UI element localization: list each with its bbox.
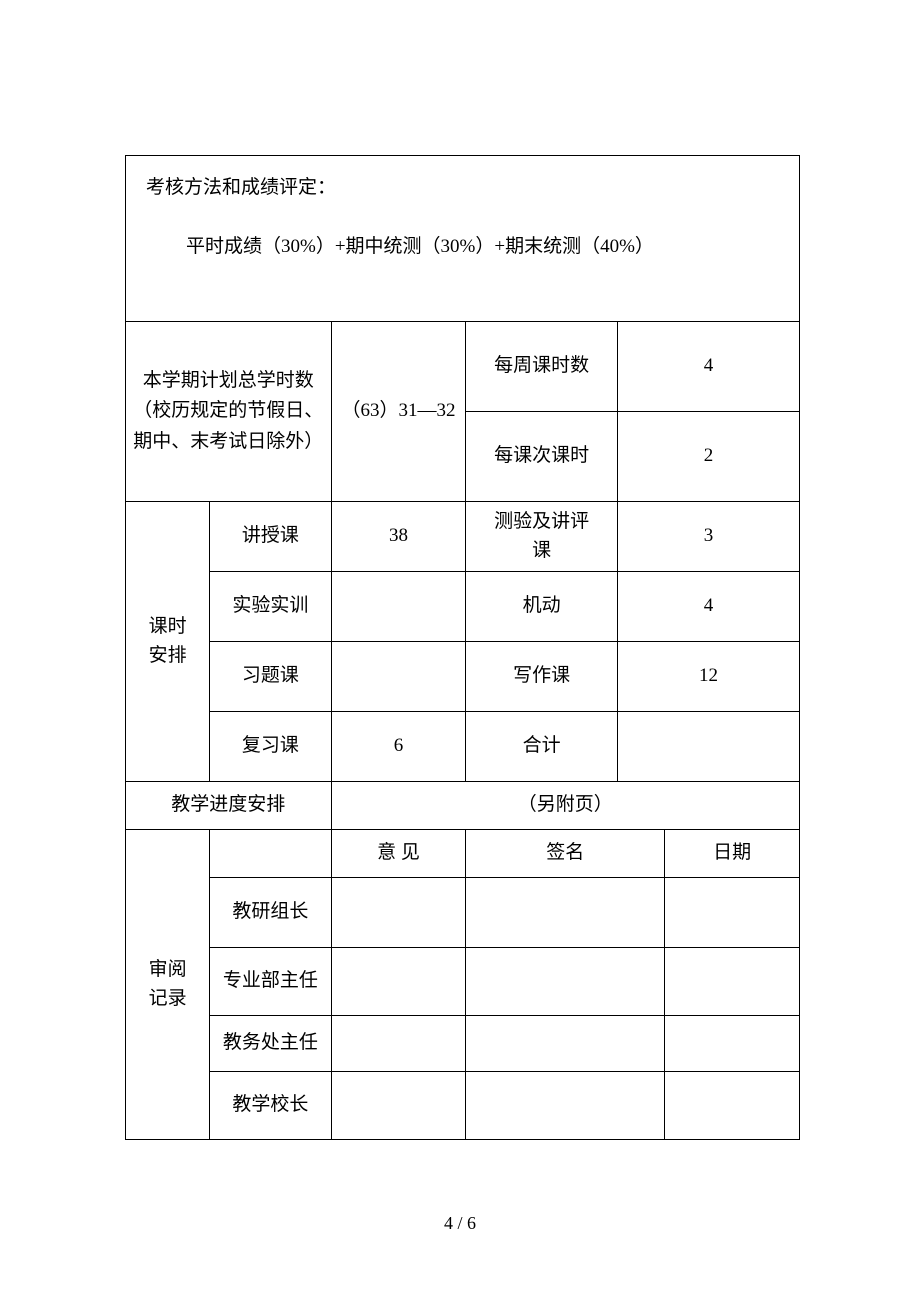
total-hours-label: 本学期计划总学时数 （校历规定的节假日、 期中、末考试日除外） xyxy=(126,322,332,502)
page-container: 考核方法和成绩评定： 平时成绩（30%）+期中统测（30%）+期末统测（40%）… xyxy=(0,0,920,1140)
arrangement-group-label: 课时 安排 xyxy=(126,502,210,782)
review-header-blank xyxy=(210,830,331,878)
arrangement-row-1: 实验实训 机动 4 xyxy=(126,572,800,642)
review-row-3: 教学校长 xyxy=(126,1072,800,1140)
arr-right-label-0: 测验及讲评 课 xyxy=(466,502,618,572)
review-row-0: 教研组长 xyxy=(126,878,800,948)
arr-left-value-0: 38 xyxy=(331,502,466,572)
review-row-2: 教务处主任 xyxy=(126,1016,800,1072)
review-header-date: 日期 xyxy=(665,830,800,878)
review-date-0 xyxy=(665,878,800,948)
arr-left-value-3: 6 xyxy=(331,712,466,782)
main-table: 考核方法和成绩评定： 平时成绩（30%）+期中统测（30%）+期末统测（40%）… xyxy=(125,155,800,1140)
review-role-3: 教学校长 xyxy=(210,1072,331,1140)
review-role-1: 专业部主任 xyxy=(210,948,331,1016)
assessment-formula: 平时成绩（30%）+期中统测（30%）+期末统测（40%） xyxy=(146,233,779,262)
schedule-value: （另附页） xyxy=(331,782,799,830)
review-signature-2 xyxy=(466,1016,665,1072)
schedule-row: 教学进度安排 （另附页） xyxy=(126,782,800,830)
arrangement-row-2: 习题课 写作课 12 xyxy=(126,642,800,712)
per-class-value: 2 xyxy=(618,412,800,502)
review-date-2 xyxy=(665,1016,800,1072)
arr-right-label-3: 合计 xyxy=(466,712,618,782)
arr-right-label-2: 写作课 xyxy=(466,642,618,712)
arr-right-value-3 xyxy=(618,712,800,782)
arr-left-label-3: 复习课 xyxy=(210,712,331,782)
arr-left-value-1 xyxy=(331,572,466,642)
arr-left-value-2 xyxy=(331,642,466,712)
review-date-1 xyxy=(665,948,800,1016)
assessment-title: 考核方法和成绩评定： xyxy=(146,174,779,203)
arr-right-label-1: 机动 xyxy=(466,572,618,642)
arr-right-value-1: 4 xyxy=(618,572,800,642)
arrangement-row-3: 复习课 6 合计 xyxy=(126,712,800,782)
review-row-1: 专业部主任 xyxy=(126,948,800,1016)
review-group-label: 审阅 记录 xyxy=(126,830,210,1140)
arr-left-label-1: 实验实训 xyxy=(210,572,331,642)
review-signature-0 xyxy=(466,878,665,948)
schedule-label: 教学进度安排 xyxy=(126,782,332,830)
review-opinion-2 xyxy=(331,1016,466,1072)
review-opinion-3 xyxy=(331,1072,466,1140)
review-role-2: 教务处主任 xyxy=(210,1016,331,1072)
arr-right-value-2: 12 xyxy=(618,642,800,712)
review-role-0: 教研组长 xyxy=(210,878,331,948)
arr-left-label-0: 讲授课 xyxy=(210,502,331,572)
total-hours-row-1: 本学期计划总学时数 （校历规定的节假日、 期中、末考试日除外） （63）31—3… xyxy=(126,322,800,412)
per-class-label: 每课次课时 xyxy=(466,412,618,502)
arr-right-value-0: 3 xyxy=(618,502,800,572)
total-hours-value: （63）31—32 xyxy=(331,322,466,502)
weekly-hours-value: 4 xyxy=(618,322,800,412)
review-opinion-0 xyxy=(331,878,466,948)
review-date-3 xyxy=(665,1072,800,1140)
assessment-cell: 考核方法和成绩评定： 平时成绩（30%）+期中统测（30%）+期末统测（40%） xyxy=(126,156,800,322)
arr-left-label-2: 习题课 xyxy=(210,642,331,712)
page-number: 4 / 6 xyxy=(0,1213,920,1234)
review-signature-1 xyxy=(466,948,665,1016)
assessment-row: 考核方法和成绩评定： 平时成绩（30%）+期中统测（30%）+期末统测（40%） xyxy=(126,156,800,322)
weekly-hours-label: 每周课时数 xyxy=(466,322,618,412)
arrangement-row-0: 课时 安排 讲授课 38 测验及讲评 课 3 xyxy=(126,502,800,572)
review-signature-3 xyxy=(466,1072,665,1140)
review-header-opinion: 意 见 xyxy=(331,830,466,878)
review-header-row: 审阅 记录 意 见 签名 日期 xyxy=(126,830,800,878)
review-header-signature: 签名 xyxy=(466,830,665,878)
review-opinion-1 xyxy=(331,948,466,1016)
